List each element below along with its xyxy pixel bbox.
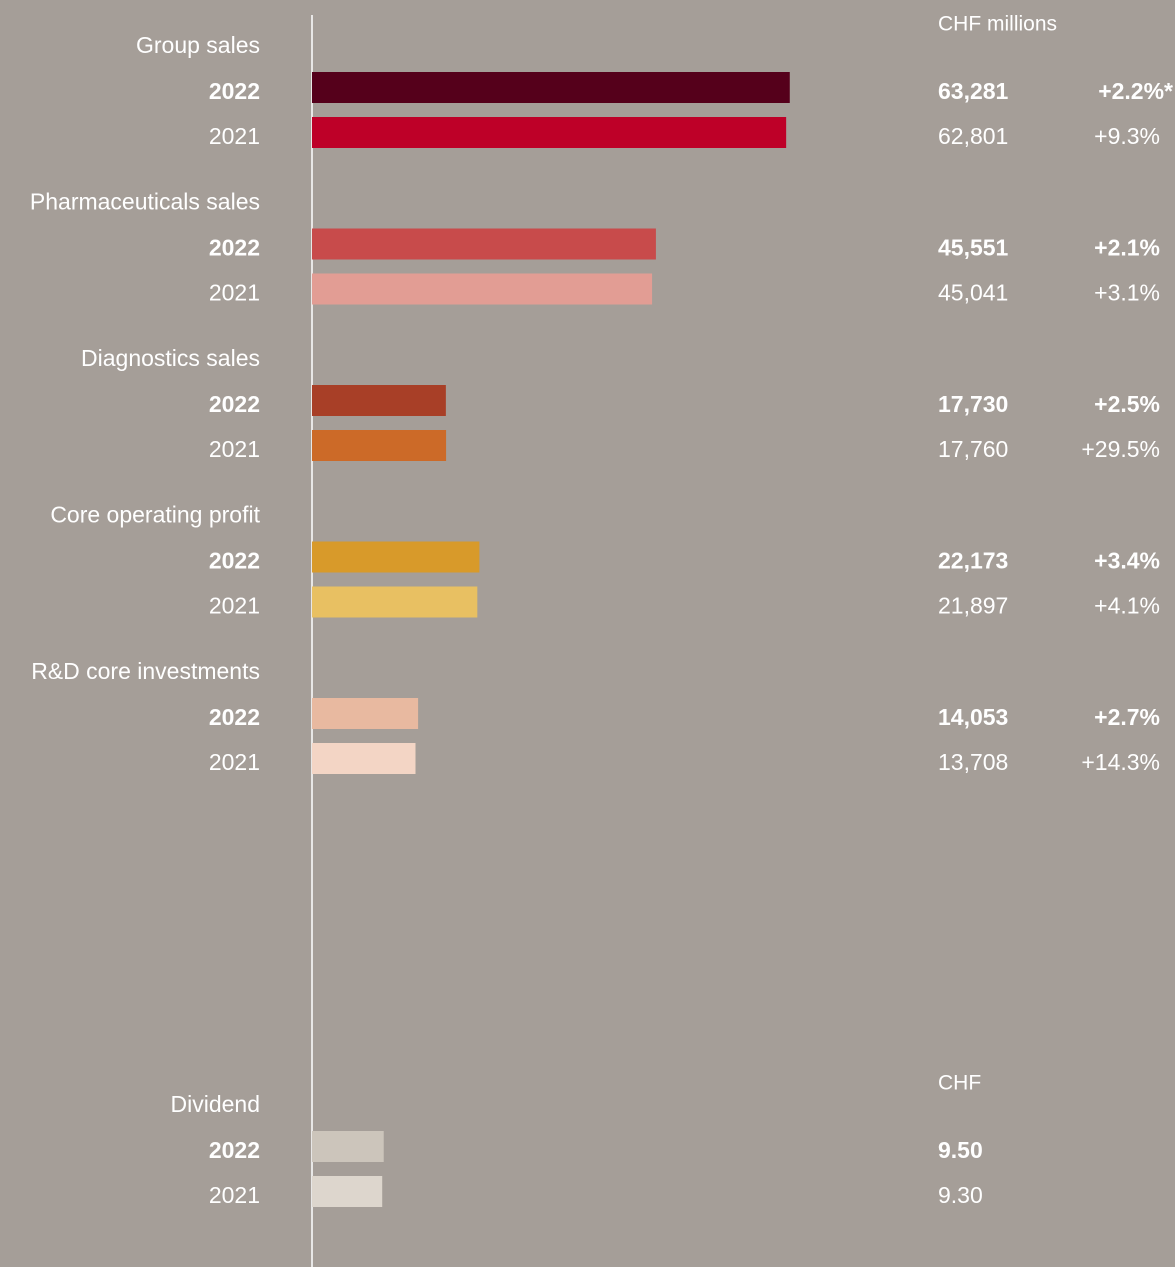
change-label: +3.1% [1094,280,1160,306]
change-label: +29.5% [1081,436,1160,462]
value-label: 63,281 [938,78,1009,104]
change-label: +2.1% [1094,235,1160,261]
year-label: 2021 [209,593,260,619]
bar [312,1131,384,1162]
bar [312,430,447,461]
unit-label: CHF [938,1072,981,1095]
year-label: 2022 [209,548,260,574]
value-label: 22,173 [938,548,1008,574]
group-label: Pharmaceuticals sales [30,189,260,215]
group-label: Dividend [171,1091,261,1117]
bar [312,586,478,618]
bar [312,698,419,729]
year-label: 2022 [209,704,260,730]
year-label: 2021 [209,436,260,462]
bar [312,743,416,774]
change-label: +2.7% [1094,704,1160,730]
group-label: R&D core investments [31,658,260,684]
bar [312,72,790,103]
year-label: 2022 [209,1137,260,1163]
year-label: 2022 [209,78,260,104]
bar [312,228,656,260]
value-label: 21,897 [938,593,1008,619]
unit-label: CHF millions [938,13,1057,36]
group-label: Core operating profit [50,502,260,528]
value-label: 62,801 [938,123,1008,149]
value-label: 9.30 [938,1182,983,1208]
bar [312,117,787,148]
year-label: 2021 [209,749,260,775]
value-label: 17,760 [938,436,1008,462]
bar [312,1176,383,1207]
year-label: 2022 [209,235,260,261]
change-label: +9.3% [1094,123,1160,149]
bar [312,273,653,305]
group-label: Diagnostics sales [81,345,260,371]
change-label: +2.2%* [1098,78,1173,104]
change-label: +2.5% [1094,391,1160,417]
value-label: 9.50 [938,1137,983,1163]
year-label: 2021 [209,1182,260,1208]
year-label: 2021 [209,280,260,306]
value-label: 45,041 [938,280,1008,306]
value-label: 13,708 [938,749,1008,775]
change-label: +14.3% [1081,749,1160,775]
bar [312,541,480,573]
value-label: 45,551 [938,235,1009,261]
value-label: 14,053 [938,704,1008,730]
year-label: 2021 [209,123,260,149]
group-label: Group sales [136,32,260,58]
change-label: +3.4% [1094,548,1160,574]
change-label: +4.1% [1094,593,1160,619]
bar [312,385,446,416]
year-label: 2022 [209,391,260,417]
value-label: 17,730 [938,391,1008,417]
